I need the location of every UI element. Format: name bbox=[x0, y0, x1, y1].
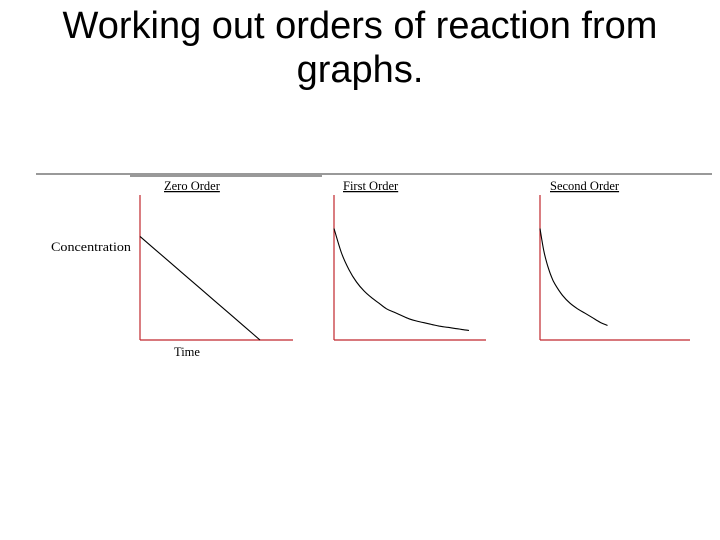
zero-order-curve bbox=[139, 235, 261, 341]
slide-title: Working out orders of reaction from grap… bbox=[0, 4, 720, 92]
slide-title-line-2: graphs. bbox=[296, 49, 424, 91]
zero-order-xlabel: Time bbox=[174, 345, 200, 359]
second-order-panel: Second Order bbox=[539, 179, 690, 341]
first-order-title: First Order bbox=[343, 179, 399, 193]
second-order-curve bbox=[539, 228, 608, 326]
zero-order-title: Zero Order bbox=[164, 179, 221, 193]
slide-title-line-1: Working out orders of reaction from bbox=[62, 5, 658, 47]
zero-order-ylabel: Concentration bbox=[51, 240, 132, 254]
first-order-panel: First Order bbox=[333, 179, 486, 341]
second-order-title: Second Order bbox=[550, 179, 620, 193]
first-order-curve bbox=[333, 228, 470, 332]
zero-order-panel: Zero Order Concentration Time bbox=[51, 179, 293, 359]
